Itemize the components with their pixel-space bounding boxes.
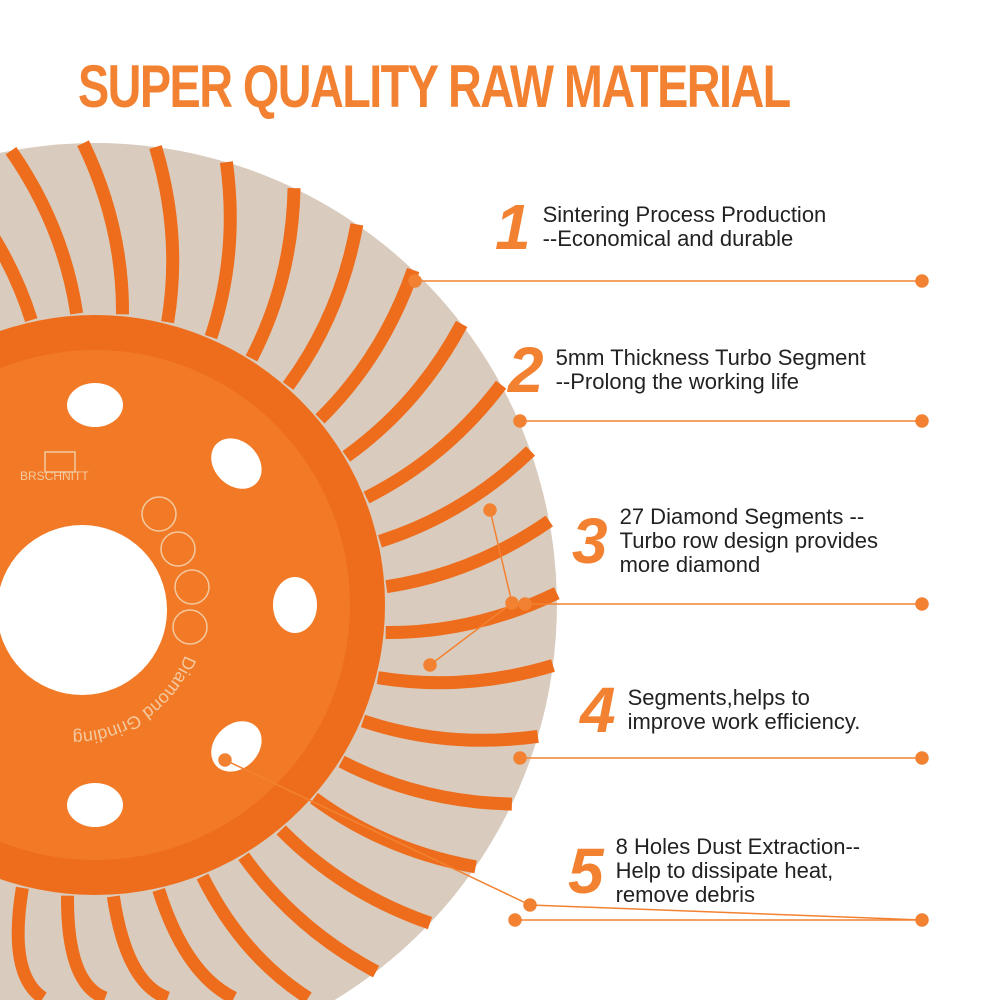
turbo-groove: [342, 320, 468, 462]
callout-dot: [523, 898, 537, 912]
turbo-groove: [238, 852, 380, 978]
turbo-groove: [11, 886, 48, 1000]
safety-icons: [141, 496, 210, 645]
ear-protection-icon: [174, 569, 210, 605]
feature-line: improve work efficiency.: [627, 709, 861, 734]
feature-line: more diamond: [619, 552, 761, 577]
feature-2: 2 5mm Thickness Turbo Segment --Prolong th…: [508, 338, 866, 402]
callout-dot: [915, 597, 929, 611]
feature-line: Help to dissipate heat,: [615, 858, 834, 883]
feature-text: 5mm Thickness Turbo Segment --Prolong the…: [556, 346, 866, 394]
turbo-groove: [106, 895, 171, 1000]
turbo-groove: [152, 888, 238, 1000]
brand-logo-text: BRSCHNITT: [20, 469, 89, 483]
dust-hole: [67, 783, 123, 827]
feature-number: 2: [508, 334, 544, 406]
turbo-groove: [61, 895, 108, 1000]
feature-3: 3 27 Diamond Segments -- Turbo row design …: [572, 505, 878, 577]
turbo-groove: [360, 714, 539, 747]
turbo-groove: [0, 235, 38, 322]
turbo-groove: [363, 380, 507, 504]
dust-hole: [211, 438, 262, 489]
face-shield-icon: [141, 496, 177, 532]
turbo-groove: [338, 755, 513, 811]
dust-mask-icon: [172, 609, 208, 645]
turbo-groove: [315, 267, 420, 424]
callout-dot: [513, 751, 527, 765]
feature-text: 8 Holes Dust Extraction-- Help to dissipa…: [616, 835, 861, 907]
feature-line: --Economical and durable: [542, 226, 794, 251]
callout-dot: [408, 274, 422, 288]
feature-line: --Prolong the working life: [555, 369, 799, 394]
feature-text: Segments,helps to improve work efficiency…: [628, 686, 861, 734]
feature-number: 4: [580, 674, 616, 746]
callout-dot: [423, 658, 437, 672]
feature-line: Turbo row design provides: [619, 528, 879, 553]
page-title: SUPER QUALITY RAW MATERIAL: [78, 53, 791, 120]
turbo-groove: [385, 515, 554, 594]
turbo-groove: [77, 140, 129, 315]
safety-icon: [160, 531, 196, 567]
callout-dot: [518, 597, 532, 611]
callout-dot: [915, 274, 929, 288]
feature-line: remove debris: [615, 882, 755, 907]
feature-4: 4 Segments,helps to improve work efficienc…: [580, 678, 860, 742]
callout-dot: [505, 596, 519, 610]
feature-number: 3: [572, 505, 608, 577]
callout-dot: [483, 503, 497, 517]
feature-line: Segments,helps to: [627, 685, 810, 710]
callout-dot: [513, 414, 527, 428]
turbo-groove: [5, 146, 84, 315]
turbo-groove: [276, 825, 433, 930]
feature-number: 5: [568, 835, 604, 907]
feature-1: 1 Sintering Process Production --Economica…: [495, 195, 826, 259]
hub-face: [0, 350, 350, 860]
turbo-groove: [149, 145, 180, 324]
feature-line: 5mm Thickness Turbo Segment: [555, 345, 866, 370]
feature-line: Sintering Process Production: [542, 202, 827, 227]
turbo-groove: [196, 873, 312, 1000]
turbo-groove: [282, 223, 364, 390]
turbo-groove: [245, 187, 301, 362]
callout-dot: [915, 751, 929, 765]
callout-dot: [218, 753, 232, 767]
callout-dot: [915, 414, 929, 428]
feature-text: 27 Diamond Segments -- Turbo row design p…: [620, 505, 878, 577]
turbo-groove: [385, 587, 560, 639]
feature-number: 1: [495, 191, 531, 263]
center-hole: [0, 525, 167, 695]
brand-logo-icon: [44, 451, 76, 473]
feature-line: 27 Diamond Segments --: [619, 504, 865, 529]
dust-hole: [273, 577, 317, 633]
turbo-groove: [378, 446, 536, 548]
feature-text: Sintering Process Production --Economical…: [543, 203, 827, 251]
turbo-groove: [376, 659, 555, 690]
turbo-groove: [204, 161, 237, 340]
feature-line: 8 Holes Dust Extraction--: [615, 834, 861, 859]
callout-dot: [508, 913, 522, 927]
dust-hole: [67, 383, 123, 427]
